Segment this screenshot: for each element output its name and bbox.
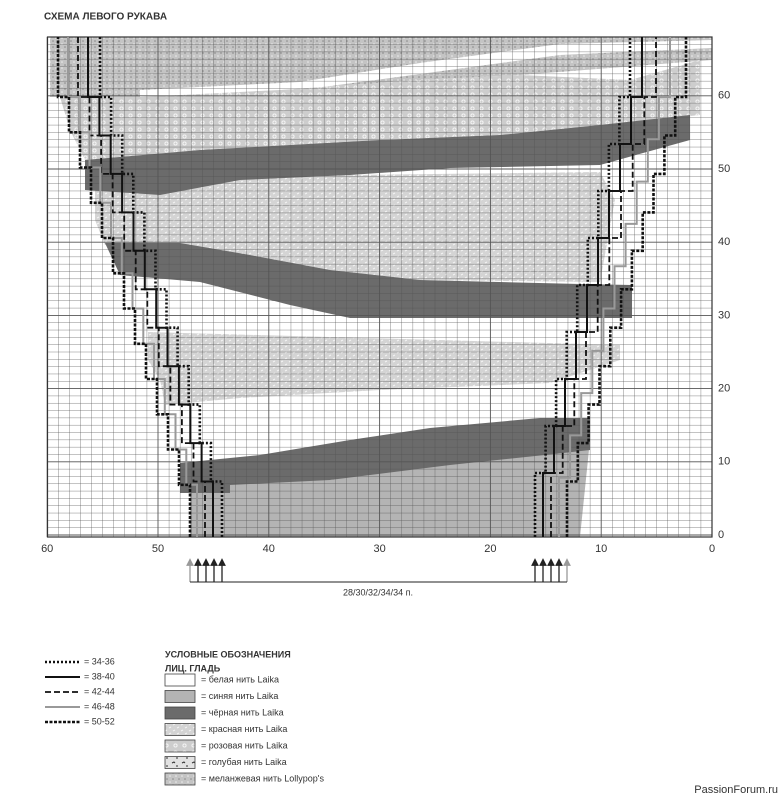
x-axis-label: 10 (595, 543, 607, 555)
size-label: = 42-44 (84, 686, 115, 696)
x-axis-label: 50 (152, 543, 164, 555)
x-axis-label: 40 (263, 543, 275, 555)
size-outline (533, 37, 632, 537)
band-black (180, 418, 590, 493)
legend-swatch (164, 756, 196, 769)
watermark: PassionForum.ru (694, 784, 778, 796)
legend-swatch (164, 739, 196, 753)
chart-title: СХЕМА ЛЕВОГО РУКАВА (44, 12, 167, 23)
size-legend: = 34-36 = 38-40 = 42-44 = 46-48 = 50-52 (45, 656, 115, 726)
band-white (140, 40, 712, 97)
grid (46, 36, 713, 538)
band-red (95, 172, 615, 282)
axes: 60 50 40 30 20 10 00 10 20 30 40 50 60 (41, 90, 730, 555)
size-label: = 50-52 (84, 716, 115, 726)
legend-subtitle: ЛИЦ. ГЛАДЬ (165, 663, 221, 673)
size-outline (77, 37, 206, 537)
band-black (85, 115, 690, 195)
legend-label: = чёрная нить Laika (201, 707, 284, 717)
y-axis-label: 20 (718, 383, 730, 395)
cast-on-marker (186, 558, 571, 583)
band-blue (180, 440, 590, 537)
cast-on-label: 28/30/32/34/34 п. (343, 587, 413, 597)
size-outlines (56, 37, 688, 537)
legend-label: = розовая нить Laika (201, 740, 288, 750)
size-outline (56, 37, 192, 537)
legend-swatch (164, 706, 196, 720)
legend-swatch (164, 673, 196, 687)
size-outline (558, 37, 671, 537)
legend-label: = белая нить Laika (201, 674, 279, 684)
size-outline (98, 37, 224, 537)
y-axis-label: 60 (718, 90, 730, 102)
x-axis-label: 60 (41, 543, 53, 555)
legend-label: = красная нить Laika (201, 724, 287, 734)
legend-label: = меланжевая нить Lollypop's (201, 773, 325, 783)
legend-swatch (164, 723, 196, 736)
y-axis-label: 10 (718, 456, 730, 468)
grid-frame (46, 36, 713, 538)
band-red (148, 332, 620, 405)
y-axis-label: 40 (718, 236, 730, 248)
y-axis-label: 30 (718, 309, 730, 321)
size-outline (565, 37, 688, 537)
size-outline (542, 37, 643, 537)
color-legend: = белая нить Laika = синяя нить Laika = чё… (164, 673, 325, 786)
legend-label: = голубая нить Laika (201, 757, 287, 767)
y-axis-label: 0 (718, 529, 724, 541)
x-axis-label: 30 (373, 543, 385, 555)
y-axis-label: 50 (718, 163, 730, 175)
size-outline (550, 37, 657, 537)
size-outline (87, 37, 214, 537)
legend-swatch (164, 772, 196, 786)
legend-swatch (164, 690, 196, 703)
size-label: = 34-36 (84, 656, 115, 666)
legend-label: = синяя нить Laika (201, 691, 278, 701)
size-label: = 46-48 (84, 701, 115, 711)
x-axis-label: 0 (709, 543, 715, 555)
size-label: = 38-40 (84, 671, 115, 681)
legend-title: УСЛОВНЫЕ ОБОЗНАЧЕНИЯ (165, 649, 291, 659)
x-axis-label: 20 (484, 543, 496, 555)
